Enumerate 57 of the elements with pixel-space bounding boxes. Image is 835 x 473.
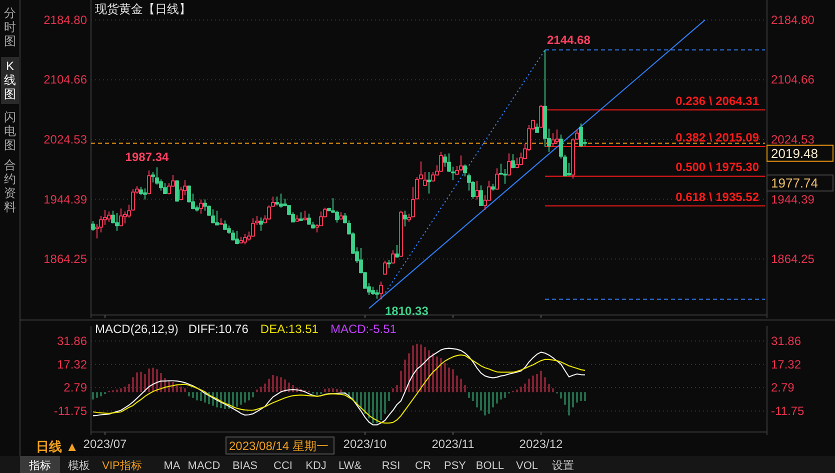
annotation: 2144.68 — [547, 32, 591, 47]
text: VOL — [516, 460, 538, 472]
text: 2023/08/14 星期一 — [229, 439, 328, 453]
ref-line-label: 0.236 \ 2064.31 — [676, 94, 760, 108]
y2-tick-label: 1864.25 — [771, 252, 815, 266]
y2-tick-label: 2104.66 — [771, 72, 815, 87]
y-tick-label: 1864.25 — [44, 252, 88, 266]
series-label: MACD:-5.51 — [330, 322, 397, 336]
text: BOLL — [476, 460, 504, 472]
text: MACD — [188, 460, 220, 472]
text: K线图 — [4, 59, 16, 101]
text: MA — [164, 460, 181, 472]
text: 设置 — [552, 460, 574, 472]
annotation: 1810.33 — [385, 304, 429, 318]
y-tick-label: 2184.80 — [44, 12, 88, 27]
text: VIP指标 — [102, 460, 142, 472]
y2-tick-label: 2.79 — [771, 380, 795, 395]
y-tick-label: -11.75 — [54, 404, 88, 418]
y2-tick-label: 17.32 — [771, 357, 802, 372]
text: PSY — [444, 460, 467, 472]
chart-title: 现货黄金【日线】 — [95, 2, 191, 16]
text: CR — [415, 460, 431, 472]
y-tick-label: 1944.39 — [44, 192, 88, 206]
x-tick-label: 2023/11 — [432, 437, 475, 451]
y2-tick-label: 1944.39 — [771, 192, 815, 206]
y2-tick-label: 2184.80 — [771, 12, 815, 27]
y-tick-label: 17.32 — [56, 357, 88, 372]
y-tick-label: 2.79 — [64, 380, 88, 395]
y-tick-label: 31.86 — [56, 334, 88, 348]
y-tick-label: 2104.66 — [44, 72, 88, 87]
y2-tick-label: 2024.53 — [771, 132, 815, 146]
y-tick-label: 2024.53 — [44, 132, 88, 146]
text: 闪电图 — [4, 110, 16, 152]
y2-tick-label: 31.86 — [771, 334, 802, 348]
text: BIAS — [232, 460, 258, 472]
chart-title: MACD(26,12,9) — [95, 322, 178, 336]
text: 指标 — [28, 460, 51, 472]
text: 合约资料 — [4, 158, 16, 214]
text: RSI — [382, 460, 400, 472]
text: LW& — [338, 460, 362, 472]
text: KDJ — [306, 460, 326, 472]
text: 模板 — [68, 460, 90, 472]
text: DIFF:10.76 — [188, 322, 249, 336]
ref-line-label: 0.618 \ 1935.52 — [676, 190, 760, 204]
ref-line-label: 0.382 \ 2015.09 — [676, 130, 760, 145]
ref-line-label: 0.500 \ 1975.30 — [676, 160, 760, 174]
x-tick-label: 2023/12 — [519, 437, 564, 451]
text: DEA:13.51 — [260, 322, 319, 336]
text: 2019.48 — [771, 146, 818, 161]
text: 分时图 — [4, 6, 16, 48]
annotation: 1987.34 — [125, 150, 170, 164]
text: CCI — [274, 460, 292, 472]
x-tick-label: 2023/10 — [343, 437, 388, 451]
y2-tick-label: -11.75 — [771, 404, 804, 418]
text: 日线 ▲ — [36, 439, 78, 454]
text: 1977.74 — [771, 176, 818, 190]
x-tick-label: 2023/07 — [83, 437, 128, 451]
